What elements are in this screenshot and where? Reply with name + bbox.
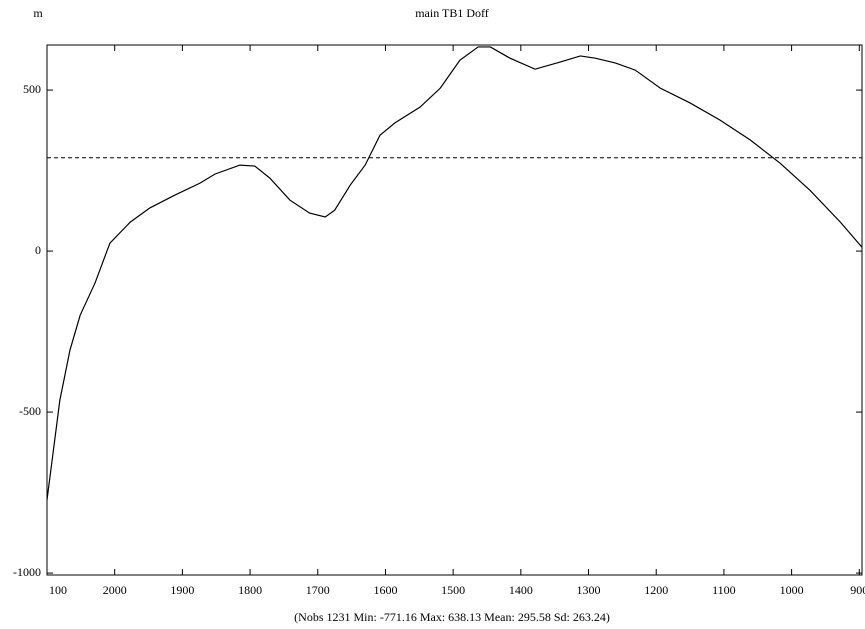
y-tick-label: -500 — [19, 404, 41, 418]
x-tick-label: 100 — [49, 583, 67, 597]
y-axis-label: m — [33, 6, 43, 20]
chart-title: main TB1 Doff — [415, 6, 489, 20]
y-tick-label: 0 — [35, 243, 41, 257]
x-tick-label: 1100 — [712, 583, 736, 597]
x-tick-label: 1500 — [441, 583, 465, 597]
x-tick-label: 1700 — [306, 583, 330, 597]
x-tick-label: 1300 — [577, 583, 601, 597]
footer-stats: (Nobs 1231 Min: -771.16 Max: 638.13 Mean… — [294, 610, 610, 624]
data-line — [46, 46, 863, 501]
x-tick-label: 1000 — [780, 583, 804, 597]
x-tick-label: 1900 — [170, 583, 194, 597]
x-tick-label: 900 — [850, 583, 865, 597]
x-tick-label: 1400 — [509, 583, 533, 597]
x-tick-label: 2000 — [103, 583, 127, 597]
plot-frame — [46, 44, 863, 576]
x-tick-label: 1800 — [238, 583, 262, 597]
y-tick-label: 500 — [23, 82, 41, 96]
x-tick-label: 1200 — [644, 583, 668, 597]
x-tick-label: 1600 — [373, 583, 397, 597]
y-tick-label: -1000 — [13, 565, 41, 579]
